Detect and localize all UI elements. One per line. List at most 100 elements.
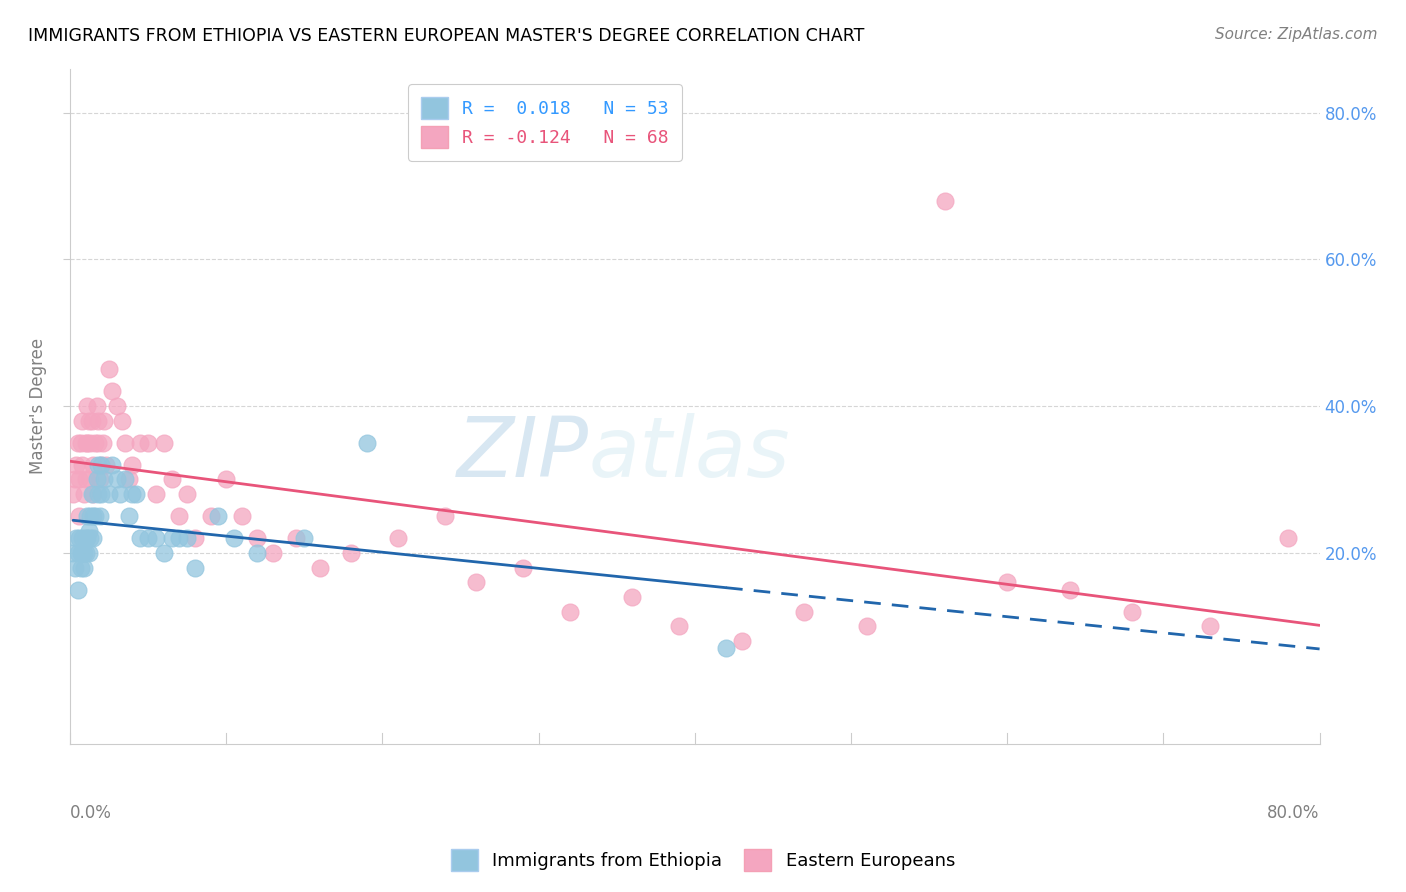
Point <box>67 473 90 487</box>
Point <box>668 619 690 633</box>
Point <box>118 473 141 487</box>
Point <box>169 531 191 545</box>
Point <box>77 524 100 538</box>
Point <box>67 531 90 545</box>
Point <box>152 546 174 560</box>
Point <box>63 560 86 574</box>
Point <box>75 473 97 487</box>
Point <box>80 414 103 428</box>
Point <box>231 509 253 524</box>
Point <box>714 641 737 656</box>
Text: IMMIGRANTS FROM ETHIOPIA VS EASTERN EUROPEAN MASTER'S DEGREE CORRELATION CHART: IMMIGRANTS FROM ETHIOPIA VS EASTERN EURO… <box>28 27 865 45</box>
Point <box>1121 605 1143 619</box>
Point <box>995 575 1018 590</box>
Point <box>101 458 124 472</box>
Y-axis label: Master's Degree: Master's Degree <box>30 338 46 475</box>
Point <box>621 590 644 604</box>
Point <box>292 531 315 545</box>
Point <box>246 531 269 545</box>
Point <box>84 435 107 450</box>
Point <box>184 560 207 574</box>
Point <box>730 634 752 648</box>
Point <box>65 458 87 472</box>
Point <box>124 487 146 501</box>
Point <box>87 414 110 428</box>
Point <box>129 531 152 545</box>
Point <box>356 435 378 450</box>
Point <box>207 509 229 524</box>
Point <box>129 435 152 450</box>
Point <box>215 473 238 487</box>
Point <box>62 546 84 560</box>
Point <box>1199 619 1222 633</box>
Point <box>72 458 94 472</box>
Point <box>86 473 108 487</box>
Point <box>70 560 93 574</box>
Point <box>79 435 101 450</box>
Point <box>246 546 269 560</box>
Point <box>67 509 90 524</box>
Point <box>98 487 121 501</box>
Point <box>90 487 112 501</box>
Text: 80.0%: 80.0% <box>1267 805 1320 822</box>
Text: atlas: atlas <box>589 413 790 494</box>
Point <box>309 560 332 574</box>
Point <box>65 531 87 545</box>
Point <box>855 619 877 633</box>
Point <box>387 531 409 545</box>
Point <box>200 509 222 524</box>
Text: 0.0%: 0.0% <box>70 805 112 822</box>
Point <box>66 582 89 597</box>
Point <box>1277 531 1299 545</box>
Text: ZIP: ZIP <box>457 413 589 494</box>
Point <box>94 458 117 472</box>
Point <box>73 546 96 560</box>
Point <box>105 399 128 413</box>
Point <box>285 531 308 545</box>
Point <box>79 473 101 487</box>
Point <box>90 458 112 472</box>
Point <box>93 414 115 428</box>
Legend: Immigrants from Ethiopia, Eastern Europeans: Immigrants from Ethiopia, Eastern Europe… <box>444 842 962 879</box>
Point <box>72 414 94 428</box>
Legend: R =  0.018   N = 53, R = -0.124   N = 68: R = 0.018 N = 53, R = -0.124 N = 68 <box>408 85 682 161</box>
Point <box>73 560 96 574</box>
Point <box>121 487 143 501</box>
Point <box>72 531 94 545</box>
Point <box>340 546 363 560</box>
Point <box>76 435 98 450</box>
Point <box>77 414 100 428</box>
Point <box>82 509 104 524</box>
Point <box>160 473 183 487</box>
Point <box>82 487 104 501</box>
Point <box>793 605 815 619</box>
Text: Source: ZipAtlas.com: Source: ZipAtlas.com <box>1215 27 1378 42</box>
Point <box>512 560 534 574</box>
Point <box>160 531 183 545</box>
Point <box>114 435 136 450</box>
Point <box>110 414 132 428</box>
Point <box>87 487 110 501</box>
Point <box>101 384 124 399</box>
Point <box>169 509 191 524</box>
Point <box>63 473 86 487</box>
Point <box>82 458 104 472</box>
Point <box>75 531 97 545</box>
Point <box>89 473 111 487</box>
Point <box>76 509 98 524</box>
Point <box>66 435 89 450</box>
Point <box>75 435 97 450</box>
Point <box>98 362 121 376</box>
Point <box>222 531 245 545</box>
Point <box>62 487 84 501</box>
Point <box>121 458 143 472</box>
Point <box>77 546 100 560</box>
Point <box>465 575 488 590</box>
Point <box>80 487 103 501</box>
Point <box>70 435 93 450</box>
Point <box>82 531 104 545</box>
Point <box>75 546 97 560</box>
Point <box>1059 582 1081 597</box>
Point <box>76 531 98 545</box>
Point <box>90 458 112 472</box>
